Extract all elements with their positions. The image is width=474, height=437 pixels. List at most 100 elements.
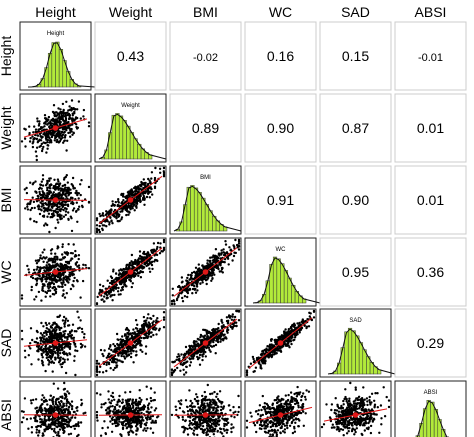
correlation-cell-border <box>319 165 392 235</box>
row-header-weight: Weight <box>0 106 14 149</box>
center-point <box>352 412 359 418</box>
cell-sad-absi: 0.29 <box>394 308 467 378</box>
correlation-value: 0.90 <box>342 192 369 208</box>
histogram-bar <box>272 256 278 304</box>
correlation-cell-border <box>244 93 317 163</box>
correlation-value: 0.91 <box>267 192 294 208</box>
correlation-cell-border <box>394 308 467 378</box>
correlation-cell-border <box>244 21 317 91</box>
histogram-bar <box>201 197 206 232</box>
row-header-absi: ABSI <box>0 399 14 431</box>
cell-bmi-wc: 0.91 <box>244 165 317 235</box>
histogram-bar <box>197 192 202 232</box>
cell-weight-bmi: 0.89 <box>169 93 242 163</box>
correlation-value: 0.16 <box>267 48 294 64</box>
histogram-label: ABSI <box>424 390 438 396</box>
correlation-value: 0.01 <box>417 192 444 208</box>
density-curve <box>327 328 396 375</box>
center-point <box>127 340 134 346</box>
cell-weight-weight: Weight <box>94 93 167 163</box>
cell-height-weight: 0.43 <box>94 21 167 91</box>
histogram-bar <box>358 342 364 375</box>
column-header-height: Height <box>35 4 76 20</box>
cell-bmi-sad: 0.90 <box>319 165 392 235</box>
cell-height-wc: 0.16 <box>244 21 317 91</box>
scatter-points <box>23 174 91 234</box>
histogram-bar <box>262 294 267 304</box>
histogram-bar <box>126 125 131 160</box>
density-curve <box>252 257 321 304</box>
column-header-bmi: BMI <box>193 4 218 20</box>
row-header-height: Height <box>0 36 14 77</box>
correlation-value: 0.15 <box>342 48 369 64</box>
cell-wc-height <box>19 237 92 307</box>
correlation-value: -0.01 <box>418 52 443 64</box>
correlation-value: 0.90 <box>267 120 294 136</box>
column-header-absi: ABSI <box>415 4 447 20</box>
cell-height-absi: -0.01 <box>394 21 467 91</box>
cell-weight-height <box>19 93 92 163</box>
histogram-bar <box>122 120 127 160</box>
histogram-bar <box>280 263 285 304</box>
correlation-value: -0.02 <box>193 52 218 64</box>
scatter-points <box>20 243 91 302</box>
histogram-bar <box>190 185 195 232</box>
cell-sad-wc <box>244 308 317 378</box>
histogram-bar <box>115 113 120 160</box>
correlation-cell-border <box>169 21 242 91</box>
histogram-bar <box>55 41 60 88</box>
correlation-value: 0.36 <box>417 264 444 280</box>
histogram-bar <box>355 335 360 375</box>
correlation-cell-border <box>319 21 392 91</box>
center-point <box>52 197 59 203</box>
histogram-bar <box>204 204 210 232</box>
column-header-weight: Weight <box>109 4 152 20</box>
cell-bmi-weight <box>94 165 167 235</box>
correlation-cell-border <box>319 93 392 163</box>
row-header-wc: WC <box>0 260 14 283</box>
histogram-label: SAD <box>349 318 362 324</box>
histogram-label: Height <box>47 31 65 37</box>
histogram-bar <box>426 399 431 437</box>
histogram-bar <box>276 258 281 304</box>
correlation-cell-border <box>394 165 467 235</box>
scatter-points <box>95 385 160 437</box>
center-point <box>202 412 209 418</box>
histogram-bar <box>283 270 289 304</box>
cell-height-sad: 0.15 <box>319 21 392 91</box>
histogram-bar <box>351 330 356 375</box>
cell-sad-height <box>19 308 92 378</box>
correlation-value: 0.01 <box>417 120 444 136</box>
center-point <box>52 412 59 418</box>
histogram-bar <box>118 115 124 160</box>
correlation-cell-border <box>244 165 317 235</box>
scatter-points <box>20 381 87 437</box>
scatter-points <box>20 99 91 162</box>
histogram-bar <box>129 132 135 160</box>
scatter-points <box>20 310 87 377</box>
histogram-bar <box>179 221 184 232</box>
cell-height-bmi: -0.02 <box>169 21 242 91</box>
histogram-bar <box>108 132 113 160</box>
cell-wc-bmi <box>169 237 242 307</box>
histogram-bar <box>337 362 342 375</box>
cell-sad-weight <box>94 308 167 378</box>
histogram-bar <box>193 187 199 232</box>
cell-sad-bmi <box>169 308 242 378</box>
cell-absi-bmi <box>169 380 242 437</box>
density-curve <box>173 185 242 232</box>
cell-wc-weight <box>94 237 167 307</box>
density-curve <box>416 400 448 437</box>
column-header-wc: WC <box>269 4 292 20</box>
density-curve <box>27 42 96 88</box>
center-point <box>202 269 209 275</box>
cell-absi-absi: ABSI <box>394 380 467 437</box>
cell-height-height: Height <box>19 21 96 91</box>
scatter-points <box>170 383 241 437</box>
cell-absi-weight <box>94 380 167 437</box>
cell-wc-wc: WC <box>244 237 321 307</box>
correlation-value: 0.89 <box>192 120 219 136</box>
correlation-value: 0.95 <box>342 264 369 280</box>
cell-weight-wc: 0.90 <box>244 93 317 163</box>
